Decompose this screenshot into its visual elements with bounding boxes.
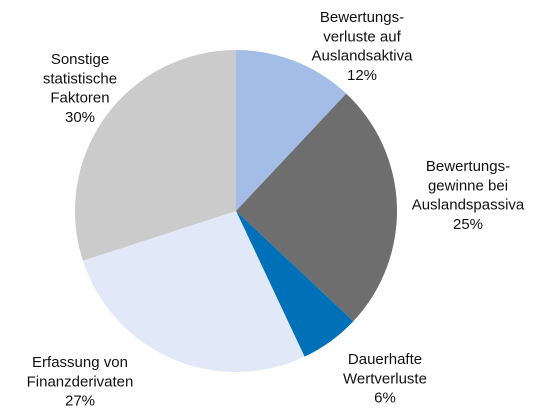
pie-slice — [74, 50, 236, 261]
slice-label: Erfassung von Finanzderivaten 27% — [27, 354, 134, 410]
category-label: Erfassung von — [32, 354, 128, 371]
pie-slice — [236, 211, 354, 357]
category-label: Auslandsaktiva — [312, 48, 414, 65]
category-label: verluste auf — [323, 28, 401, 45]
category-label: Bewertungs- — [320, 9, 404, 26]
value-label: 6% — [374, 390, 396, 407]
pie-slice — [82, 211, 305, 372]
value-label: 30% — [65, 109, 95, 126]
category-label: Sonstige — [51, 51, 109, 68]
category-label: Auslandspassiva — [412, 197, 525, 214]
category-label: Faktoren — [50, 90, 109, 107]
value-label: 12% — [347, 67, 377, 84]
slice-label: Bewertungs-verluste auf Auslandsaktiva 12% — [312, 9, 414, 84]
category-label: Dauerhafte — [348, 351, 422, 368]
category-label: Finanzderivaten — [27, 373, 134, 390]
category-label: Bewertungs- — [426, 158, 510, 175]
pie-slice — [236, 50, 347, 211]
pie-slice — [236, 93, 398, 322]
category-label: statistische — [43, 70, 117, 87]
value-label: 27% — [65, 393, 95, 410]
slice-label: Sonstige statistische Faktoren 30% — [43, 51, 117, 126]
category-label: Wertverluste — [343, 370, 427, 387]
value-label: 25% — [453, 216, 483, 233]
category-label: gewinne bei — [428, 177, 508, 194]
slice-label: Dauerhafte Wertverluste 6% — [343, 351, 427, 407]
slice-label: Bewertungs-gewinne bei Auslandspassiva 25% — [412, 158, 525, 233]
